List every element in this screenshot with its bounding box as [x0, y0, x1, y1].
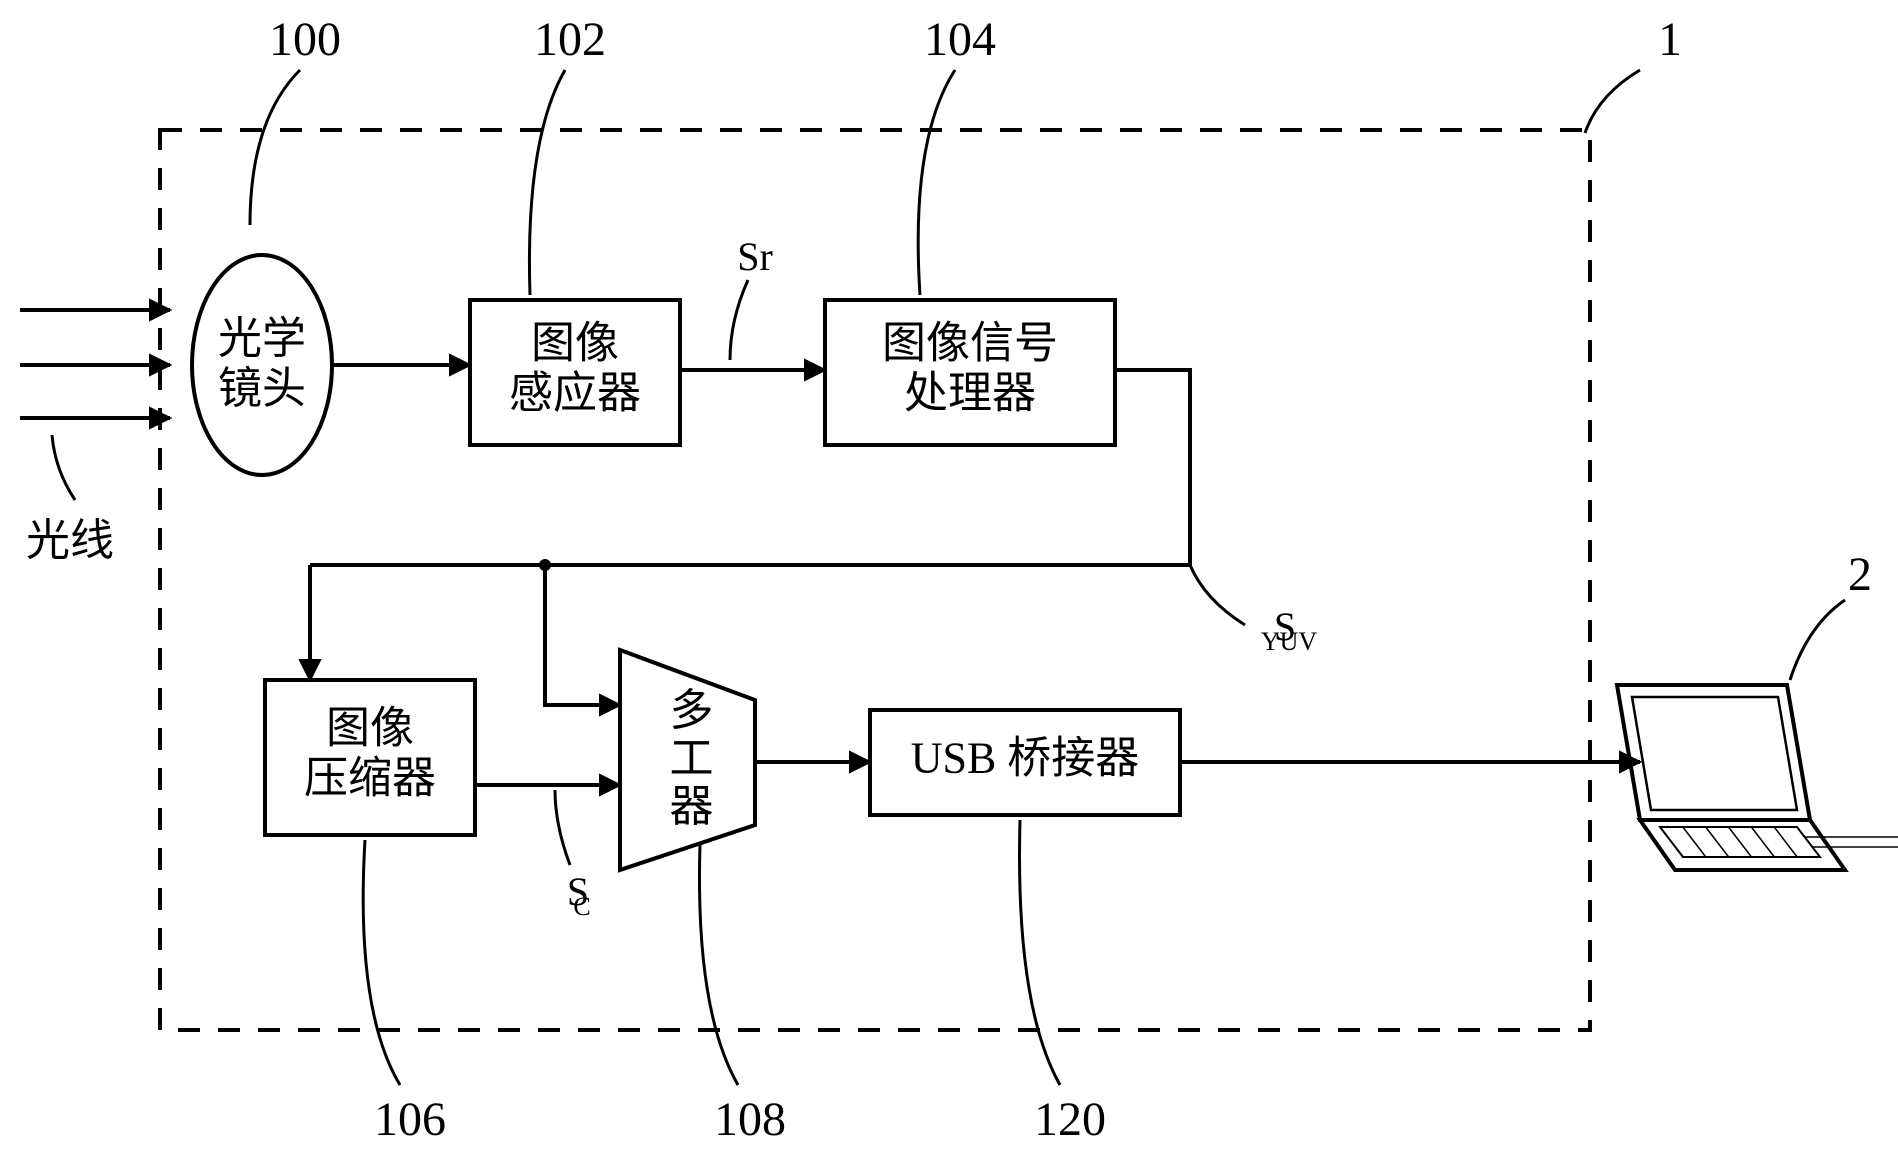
leader-102 — [529, 70, 565, 295]
block-usb-bridge: USB 桥接器 — [870, 710, 1180, 815]
block-sensor: 图像感应器 — [470, 300, 680, 445]
ref-label-106: 106 — [374, 1093, 446, 1146]
block-multiplexer-label: 工 — [670, 734, 714, 783]
svg-text:YUV: YUV — [1261, 627, 1318, 656]
signal-label-sc: SC — [567, 869, 591, 921]
leader-104 — [918, 70, 955, 295]
ref-label-104: 104 — [924, 13, 996, 66]
block-multiplexer-label: 多 — [670, 686, 714, 735]
leader-sr — [730, 280, 748, 360]
block-usb-bridge-label: USB 桥接器 — [911, 734, 1140, 783]
block-lens-label: 镜头 — [218, 364, 306, 413]
leader-120 — [1020, 820, 1061, 1085]
block-isp: 图像信号处理器 — [825, 300, 1115, 445]
block-compressor-label: 图像 — [326, 704, 414, 753]
block-isp-label: 处理器 — [904, 369, 1036, 418]
block-compressor-label: 压缩器 — [304, 754, 436, 803]
block-multiplexer-label: 器 — [670, 782, 714, 831]
ref-label-102: 102 — [534, 13, 606, 66]
leader-108 — [699, 845, 738, 1085]
arrow-yuv-to-mux — [545, 565, 620, 705]
system-boundary — [160, 130, 1590, 1030]
block-sensor-label: 感应器 — [509, 369, 641, 418]
block-sensor-label: 图像 — [531, 319, 619, 368]
leader-light — [52, 435, 75, 500]
label-light: 光线 — [26, 516, 114, 565]
leader-106 — [363, 840, 400, 1085]
signal-label-sr: Sr — [737, 234, 773, 279]
ref-label-120: 120 — [1034, 1093, 1106, 1146]
signal-label-syuv: SYUV — [1261, 604, 1318, 656]
ref-label-100: 100 — [269, 13, 341, 66]
laptop-icon — [1617, 685, 1898, 870]
ref-label-108: 108 — [714, 1093, 786, 1146]
block-compressor: 图像压缩器 — [265, 680, 475, 835]
svg-text:C: C — [573, 892, 590, 921]
block-lens: 光学镜头 — [192, 255, 332, 475]
ref-label-2: 2 — [1848, 548, 1872, 601]
block-isp-label: 图像信号 — [882, 319, 1058, 368]
leader-syuv — [1190, 565, 1245, 625]
ref-label-1: 1 — [1658, 13, 1682, 66]
leader-1 — [1585, 70, 1640, 133]
leader-sc — [555, 790, 570, 865]
leader-100 — [250, 70, 300, 225]
block-multiplexer: 多工器 — [620, 650, 755, 870]
block-lens-label: 光学 — [218, 314, 306, 363]
leader-2 — [1790, 600, 1845, 680]
wire-isp-feedback-horizontal — [310, 370, 1190, 565]
